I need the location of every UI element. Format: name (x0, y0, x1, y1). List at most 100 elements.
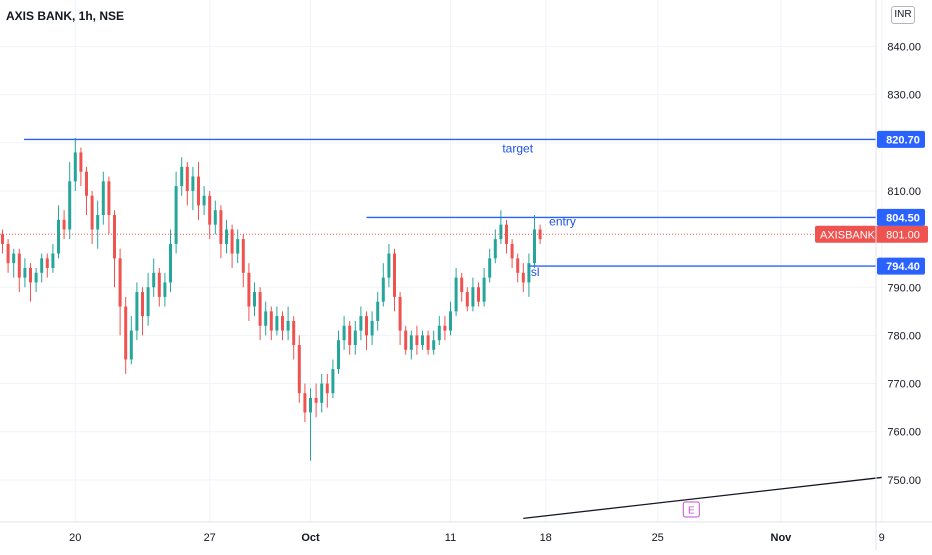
candle (40, 253, 44, 283)
candle-body (124, 306, 128, 360)
level-price-value-sl: 794.40 (886, 261, 920, 273)
candle-body (421, 335, 424, 346)
price-tick-label: 770.00 (887, 379, 921, 391)
event-badge-box[interactable] (682, 501, 700, 518)
candle-body (202, 195, 206, 206)
candle-body (113, 215, 116, 259)
candle (185, 162, 189, 206)
candle (101, 171, 105, 225)
candle-body (269, 311, 273, 331)
level-price-value-target: 820.70 (886, 134, 920, 146)
price-tick-label: 790.00 (887, 282, 921, 294)
candle-body (180, 166, 184, 187)
candle-body (404, 330, 408, 350)
price-tick-label: 760.00 (887, 427, 921, 439)
price-axis[interactable]: 840.00830.00820.00810.00790.00780.00770.… (875, 0, 925, 550)
candle (426, 330, 430, 355)
candle (12, 248, 16, 278)
events-layer[interactable]: E (682, 501, 700, 518)
level-price-tag-entry (877, 208, 925, 226)
candle-body (253, 292, 256, 307)
candle (297, 335, 301, 403)
candle-body (454, 277, 458, 312)
candle (404, 325, 408, 355)
candle (269, 306, 273, 341)
candle (236, 229, 240, 264)
candle (353, 320, 357, 355)
candle (90, 190, 94, 244)
candle (45, 253, 49, 278)
last-price-tag[interactable] (815, 225, 928, 243)
candle (253, 282, 256, 317)
level-label-target: target (502, 141, 533, 155)
candle-body (23, 267, 27, 278)
candle-body (185, 166, 189, 191)
candle-body (353, 330, 357, 346)
candle-body (365, 316, 368, 336)
candle (118, 248, 122, 336)
candle (505, 219, 508, 254)
candle (219, 205, 223, 259)
candle (264, 301, 268, 336)
candle-body (482, 277, 486, 302)
candle (303, 383, 307, 423)
candle (365, 311, 368, 350)
candle-body (174, 186, 178, 244)
trendline (523, 476, 882, 520)
candle (398, 292, 402, 346)
candle (325, 373, 329, 408)
candle (488, 248, 492, 283)
candle-body (247, 272, 251, 307)
candle-body (331, 369, 335, 394)
price-tick-label: 840.00 (887, 42, 921, 54)
candle-body (381, 277, 385, 302)
price-tick-label: 810.00 (887, 186, 921, 198)
candle-body (342, 325, 346, 341)
candle-body (96, 215, 100, 230)
price-tick-label: 750.00 (887, 475, 921, 487)
candle (230, 224, 234, 268)
time-axis[interactable]: 20 27 Oct 11 18 25 Nov 9 (0, 521, 932, 544)
candle (292, 316, 296, 360)
candle (191, 166, 195, 211)
candle-body (51, 253, 55, 268)
candle-body (230, 229, 234, 254)
time-tick-label: Oct (301, 532, 320, 544)
candle-body (275, 316, 279, 331)
candle-body (219, 210, 223, 244)
candle (409, 330, 413, 360)
candle (437, 316, 441, 346)
candle-body (465, 292, 469, 307)
candle-body (129, 330, 133, 360)
level-price-tag-target (877, 130, 925, 148)
candle-body (348, 325, 352, 346)
candle (432, 330, 436, 355)
candle-body (499, 224, 503, 240)
currency-button[interactable]: INR (891, 6, 915, 24)
candle (79, 147, 83, 187)
candle (247, 263, 251, 321)
candle-body (443, 325, 447, 331)
candle (174, 171, 178, 254)
candle-body (521, 272, 525, 283)
candle (331, 359, 335, 398)
candle (141, 287, 144, 336)
candle-body (488, 258, 492, 278)
candle (348, 320, 352, 355)
candle (62, 210, 66, 240)
candle (68, 162, 72, 240)
candle-body (471, 287, 475, 307)
candle-body (12, 253, 16, 264)
candle-body (191, 176, 195, 191)
candle-body (292, 320, 296, 346)
candle-body (1, 234, 4, 244)
event-badge[interactable]: E (682, 501, 700, 518)
time-tick-label: 18 (540, 532, 552, 544)
last-price-layer: AXISBANK 801.00 (0, 225, 928, 243)
candle-body (516, 258, 520, 273)
candle (370, 311, 374, 346)
candle-body (208, 195, 212, 225)
time-tick-label: 27 (204, 532, 216, 544)
